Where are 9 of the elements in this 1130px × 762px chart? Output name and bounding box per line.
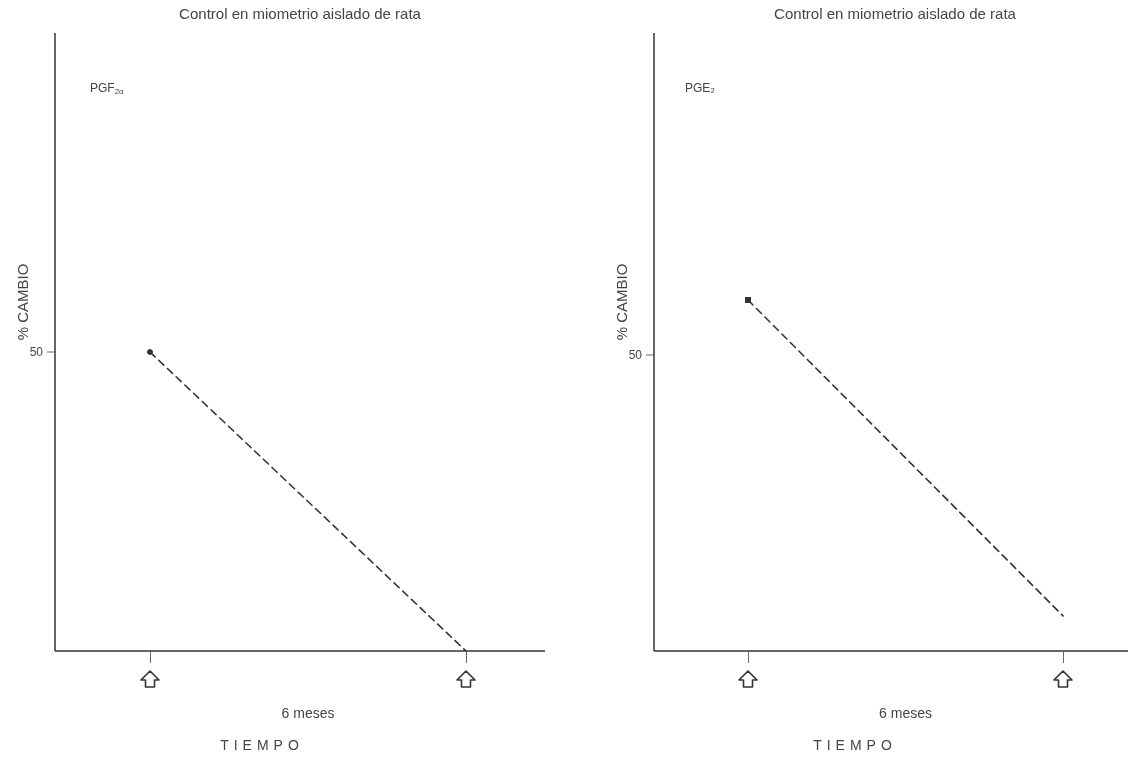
text: 50 — [29, 345, 44, 359]
x-axis-title: 6 meses TIEMPO — [813, 705, 932, 753]
text: PGE₂ — [685, 81, 716, 95]
text: 50 — [628, 348, 643, 362]
chart-title: Control en miometrio aislado de rata — [774, 5, 1017, 22]
y-axis-title: % CAMBIO — [13, 263, 31, 341]
x-axis-title: 6 meses TIEMPO — [220, 705, 335, 753]
y-axis-title: % CAMBIO — [612, 263, 630, 341]
chart-title: Control en miometrio aislado de rata — [179, 5, 422, 22]
